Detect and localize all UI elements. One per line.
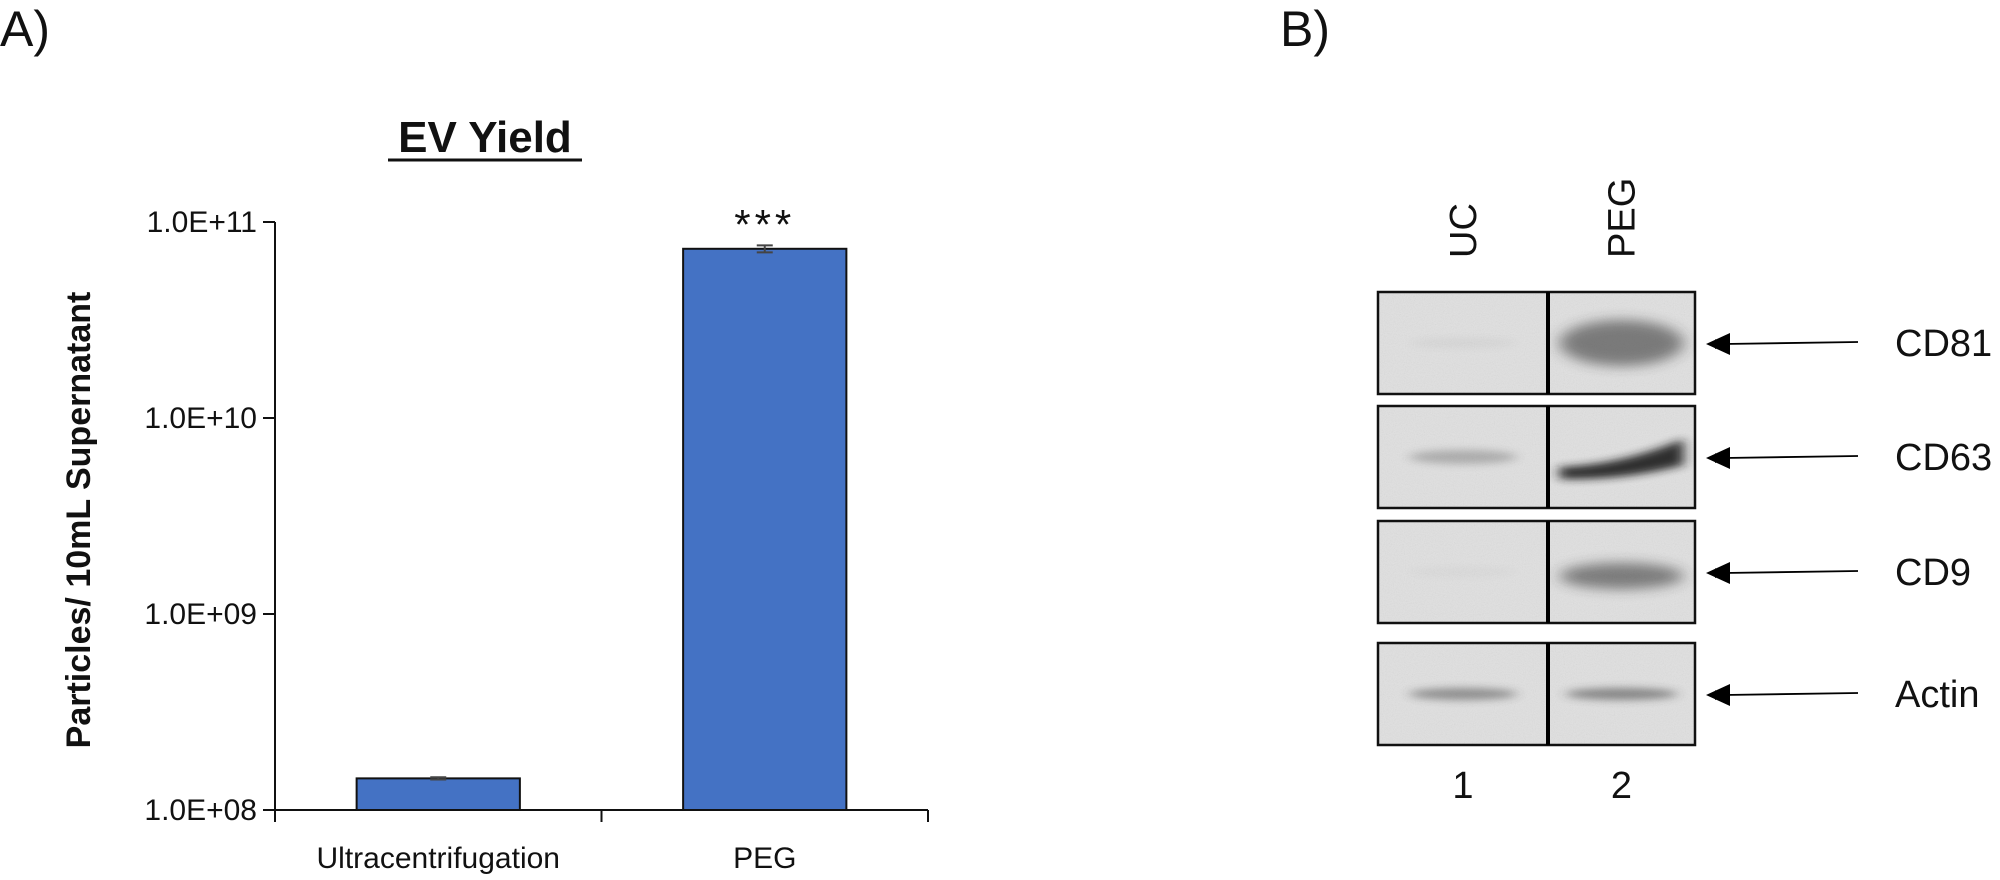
arrow-cd81 bbox=[1714, 339, 1859, 350]
bar-ultracentrifugation bbox=[355, 777, 521, 812]
blot-row-actin: Actin bbox=[1376, 641, 1979, 747]
marker-label-cd63: CD63 bbox=[1895, 437, 1992, 479]
significance-annotation: *** bbox=[734, 201, 795, 248]
lane-number: 1 bbox=[1452, 765, 1473, 807]
y-tick-label: 1.0E+08 bbox=[144, 794, 257, 827]
lane-number: 2 bbox=[1611, 765, 1632, 807]
bar-peg bbox=[682, 247, 848, 812]
band bbox=[1409, 450, 1517, 464]
blot-border bbox=[1376, 404, 1697, 510]
chart-title: EV Yield bbox=[398, 113, 572, 162]
band bbox=[1409, 338, 1517, 348]
lane-label-uc: UC bbox=[1443, 203, 1485, 258]
band bbox=[1559, 320, 1684, 366]
x-tick-label: PEG bbox=[733, 842, 796, 875]
lane-label-peg: PEG bbox=[1602, 178, 1644, 258]
panel-a-label: A) bbox=[0, 1, 50, 57]
arrow-head bbox=[1706, 447, 1730, 469]
arrow-actin bbox=[1714, 690, 1859, 701]
arrow-head bbox=[1706, 684, 1730, 706]
y-tick-label: 1.0E+09 bbox=[144, 598, 257, 631]
band bbox=[1565, 688, 1678, 700]
arrow-head bbox=[1706, 562, 1730, 584]
arrow-cd9 bbox=[1714, 568, 1859, 579]
band bbox=[1559, 439, 1684, 480]
blot-border bbox=[1376, 641, 1697, 747]
x-tick-label: Ultracentrifugation bbox=[317, 842, 560, 875]
arrow-cd63 bbox=[1714, 453, 1859, 464]
y-tick-label: 1.0E+11 bbox=[147, 206, 257, 239]
y-axis-label: Particles/ 10mL Supernatant bbox=[60, 292, 98, 749]
arrow-head bbox=[1706, 333, 1730, 355]
blot-border bbox=[1376, 290, 1697, 396]
band bbox=[1409, 567, 1517, 577]
marker-label-cd81: CD81 bbox=[1895, 323, 1992, 365]
band-speckle bbox=[1569, 567, 1674, 585]
blot-row-cd63: CD63 bbox=[1376, 404, 1992, 510]
y-tick-label: 1.0E+10 bbox=[144, 402, 257, 435]
marker-label-actin: Actin bbox=[1895, 674, 1979, 716]
blot-row-cd9: CD9 bbox=[1376, 519, 1971, 625]
band bbox=[1409, 688, 1517, 700]
marker-label-cd9: CD9 bbox=[1895, 552, 1971, 594]
blot-border bbox=[1376, 519, 1697, 625]
panel-b-label: B) bbox=[1280, 1, 1330, 57]
blot-row-cd81: CD81 bbox=[1376, 290, 1992, 396]
western-blot: UC PEG CD81 CD63 CD9 Actin 1 2 bbox=[1376, 178, 1992, 807]
